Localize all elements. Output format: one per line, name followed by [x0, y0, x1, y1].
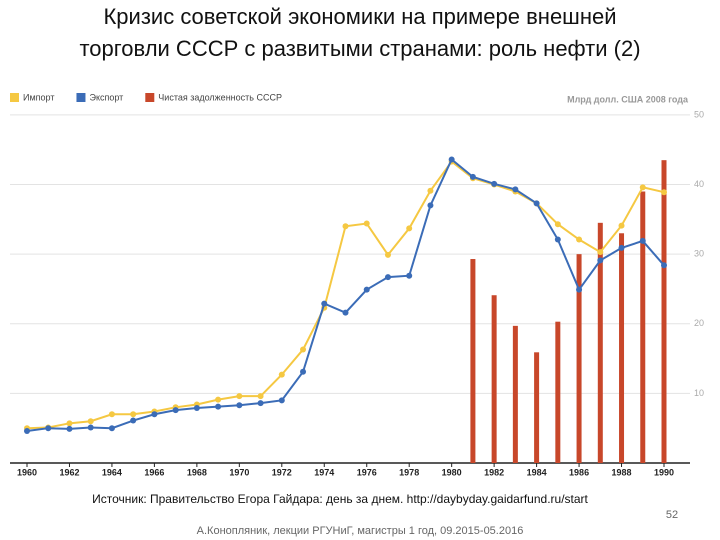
debt-bar	[576, 254, 582, 463]
series-point	[130, 417, 137, 424]
series-point	[363, 286, 370, 293]
x-tick-label: 1960	[17, 467, 37, 477]
series-point	[108, 411, 115, 418]
series-point	[66, 420, 73, 427]
y-tick-label: 20	[694, 318, 704, 328]
series-point	[639, 237, 646, 244]
series-line	[26, 160, 665, 430]
series-point	[193, 405, 200, 412]
legend-label: Импорт	[23, 92, 54, 102]
series-point	[87, 424, 94, 431]
debt-bar	[619, 233, 625, 463]
series-point	[491, 180, 498, 187]
series-point	[215, 396, 222, 403]
series-point	[448, 156, 455, 163]
series-point	[342, 223, 349, 230]
series-point	[533, 200, 540, 207]
series-point	[108, 425, 115, 432]
x-tick-label: 1968	[187, 467, 207, 477]
series-point	[130, 411, 137, 418]
x-tick-label: 1980	[442, 467, 462, 477]
x-tick-label: 1970	[229, 467, 249, 477]
debt-bar	[661, 160, 667, 463]
series-point	[639, 184, 646, 191]
series-point	[618, 222, 625, 229]
series-point	[363, 220, 370, 227]
legend-swatch	[145, 93, 155, 102]
series-point	[24, 427, 30, 434]
series-point	[342, 309, 349, 316]
series-point	[236, 393, 243, 400]
series-point	[661, 189, 667, 196]
x-tick-label: 1962	[59, 467, 79, 477]
series-point	[257, 393, 264, 400]
x-tick-label: 1966	[144, 467, 164, 477]
series-point	[597, 249, 604, 256]
x-tick-label: 1986	[569, 467, 589, 477]
series-point	[384, 274, 391, 281]
series-point	[257, 400, 264, 407]
series-point	[278, 397, 285, 404]
y-tick-label: 50	[694, 109, 704, 119]
series-point	[172, 407, 179, 414]
debt-bar	[470, 259, 476, 463]
unit-label: Млрд долл. США 2008 года	[567, 94, 689, 104]
slide-title: Кризис советской экономики на примере вн…	[103, 4, 616, 29]
x-tick-label: 1978	[399, 467, 419, 477]
series-point	[151, 411, 158, 418]
legend-label: Экспорт	[89, 92, 123, 102]
series-point	[384, 251, 391, 258]
series-point	[661, 262, 667, 269]
debt-bar	[491, 295, 497, 463]
x-tick-label: 1974	[314, 467, 334, 477]
series-point	[427, 202, 434, 209]
series-point	[300, 346, 307, 353]
series-point	[576, 286, 583, 293]
series-point	[512, 186, 519, 193]
debt-bar	[512, 325, 518, 463]
x-tick-label: 1982	[484, 467, 504, 477]
series-point	[278, 371, 285, 378]
series-point	[66, 425, 73, 432]
series-point	[554, 236, 561, 243]
series-point	[215, 403, 222, 410]
x-tick-label: 1988	[612, 467, 632, 477]
debt-bar	[555, 321, 561, 463]
x-tick-label: 1964	[102, 467, 122, 477]
x-tick-label: 1976	[357, 467, 377, 477]
debt-bar	[597, 222, 603, 463]
legend-swatch	[10, 93, 19, 102]
series-point	[300, 368, 307, 375]
series-point	[321, 300, 328, 307]
y-tick-label: 40	[694, 179, 704, 189]
y-tick-label: 10	[694, 388, 704, 398]
footer: А.Конопляник, лекции РГУНиГ, магистры 1 …	[197, 525, 524, 537]
series-point	[236, 402, 243, 409]
legend-swatch	[76, 93, 86, 102]
series-point	[597, 257, 604, 264]
x-tick-label: 1972	[272, 467, 292, 477]
series-point	[406, 225, 413, 232]
x-tick-label: 1990	[654, 467, 674, 477]
series-point	[618, 244, 625, 251]
debt-bar	[640, 191, 646, 463]
series-point	[45, 425, 52, 432]
page-number: 52	[666, 509, 678, 521]
series-point	[406, 272, 413, 279]
legend-label: Чистая задолженность СССР	[158, 92, 282, 102]
x-tick-label: 1984	[527, 467, 547, 477]
series-point	[576, 236, 583, 243]
series-point	[427, 187, 434, 194]
series-point	[469, 173, 476, 180]
series-point	[87, 418, 94, 425]
source-note: Источник: Правительство Егора Гайдара: д…	[92, 492, 588, 506]
slide-subtitle: торговли СССР с развитыми странами: роль…	[79, 36, 640, 61]
y-tick-label: 30	[694, 249, 704, 259]
series-line	[26, 157, 665, 432]
debt-bar	[534, 352, 540, 463]
series-point	[554, 221, 561, 228]
